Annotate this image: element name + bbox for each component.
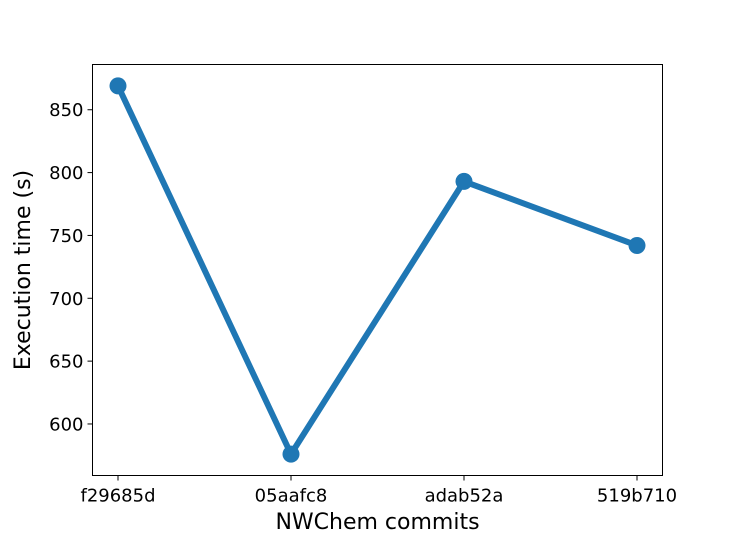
series-line xyxy=(115,82,640,458)
y-tick-label: 750 xyxy=(49,226,83,247)
axes-frame xyxy=(92,64,663,476)
y-tick-label: 650 xyxy=(49,352,83,373)
x-tick-label: 05aafc8 xyxy=(255,486,328,507)
x-axis: f29685d 05aafc8 adab52a 519b710 xyxy=(80,475,677,507)
y-tick-label: 700 xyxy=(49,289,83,310)
x-tick-label: adab52a xyxy=(425,486,504,507)
data-point xyxy=(628,236,646,254)
y-axis: 600 650 700 750 800 850 xyxy=(49,100,93,435)
x-tick-label: 519b710 xyxy=(597,486,677,507)
y-tick-label: 850 xyxy=(49,100,83,121)
plot-area xyxy=(109,77,646,463)
y-axis-label: Execution time (s) xyxy=(11,170,36,370)
x-axis-label: NWChem commits xyxy=(275,510,479,535)
y-tick-label: 600 xyxy=(49,414,83,435)
x-tick-label: f29685d xyxy=(80,486,155,507)
data-point xyxy=(282,445,300,463)
y-tick-label: 800 xyxy=(49,163,83,184)
data-point xyxy=(109,77,127,95)
data-point xyxy=(455,172,473,190)
